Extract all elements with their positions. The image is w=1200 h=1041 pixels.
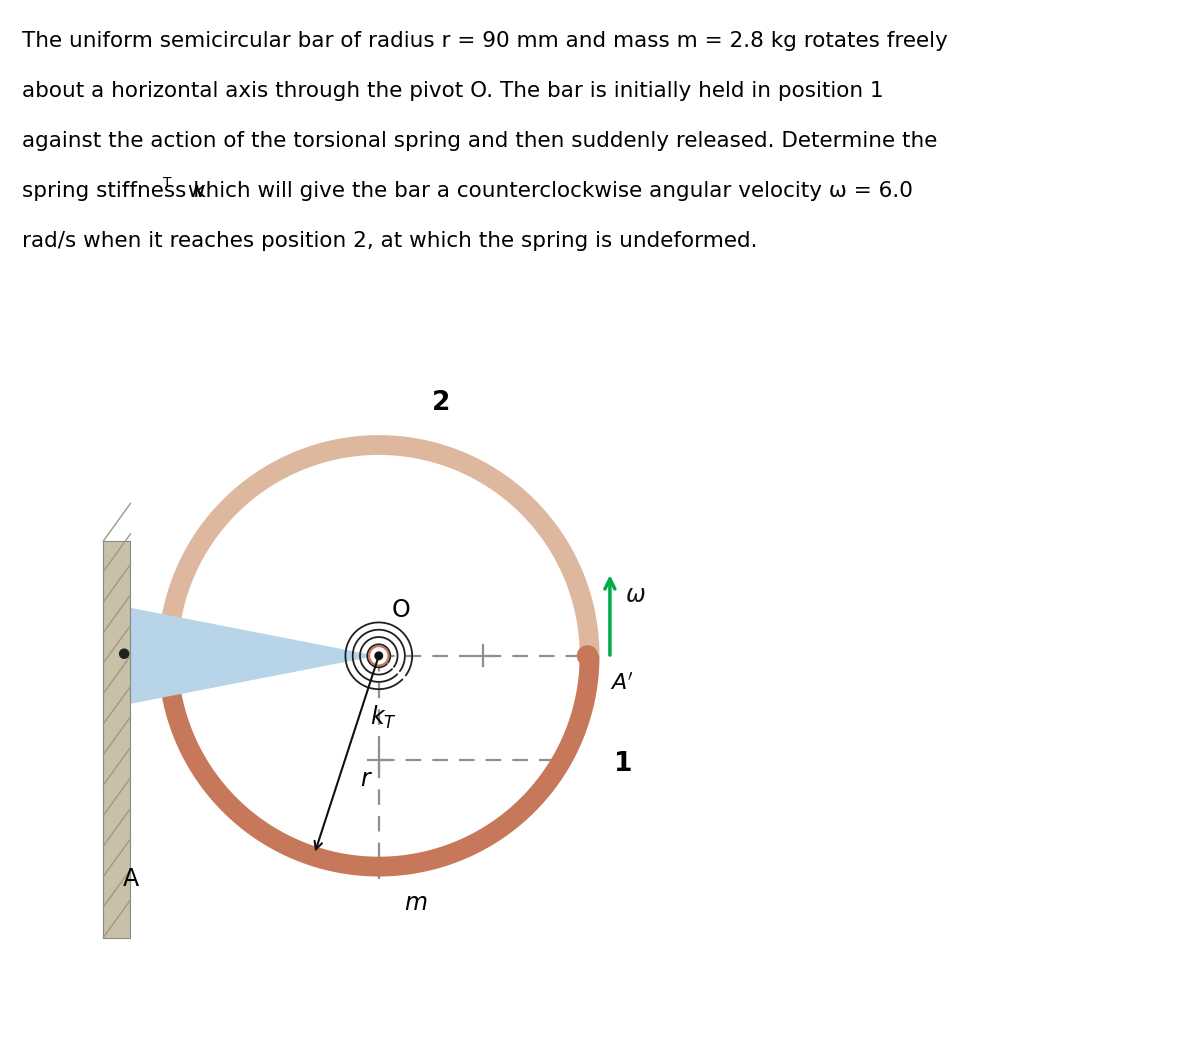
Text: A: A [124, 866, 139, 891]
Text: The uniform semicircular bar of radius r = 90 mm and mass m = 2.8 kg rotates fre: The uniform semicircular bar of radius r… [22, 31, 947, 51]
Polygon shape [158, 656, 600, 877]
Polygon shape [131, 608, 377, 704]
Text: $A'$: $A'$ [610, 672, 634, 694]
Circle shape [577, 645, 598, 665]
Text: $r$: $r$ [360, 767, 373, 791]
Circle shape [368, 645, 389, 666]
Text: 1: 1 [614, 752, 632, 778]
Text: $k_T$: $k_T$ [371, 704, 397, 731]
Circle shape [371, 648, 386, 664]
Circle shape [577, 645, 598, 665]
Circle shape [160, 645, 180, 665]
Text: against the action of the torsional spring and then suddenly released. Determine: against the action of the torsional spri… [22, 131, 937, 151]
Circle shape [376, 652, 383, 660]
Text: T: T [163, 176, 172, 189]
Text: $m$: $m$ [404, 891, 427, 915]
Text: rad/s when it reaches position 2, at which the spring is undeformed.: rad/s when it reaches position 2, at whi… [22, 231, 757, 251]
Circle shape [160, 645, 180, 665]
Text: $\omega$: $\omega$ [624, 583, 646, 607]
Bar [103, 541, 131, 938]
Polygon shape [158, 435, 600, 656]
Text: O: O [391, 599, 410, 623]
Circle shape [120, 650, 128, 658]
Text: about a horizontal axis through the pivot O. The bar is initially held in positi: about a horizontal axis through the pivo… [22, 81, 883, 101]
Text: 2: 2 [432, 390, 450, 416]
Text: spring stiffness k: spring stiffness k [22, 181, 205, 201]
Text: which will give the bar a counterclockwise angular velocity ω = 6.0: which will give the bar a counterclockwi… [181, 181, 913, 201]
